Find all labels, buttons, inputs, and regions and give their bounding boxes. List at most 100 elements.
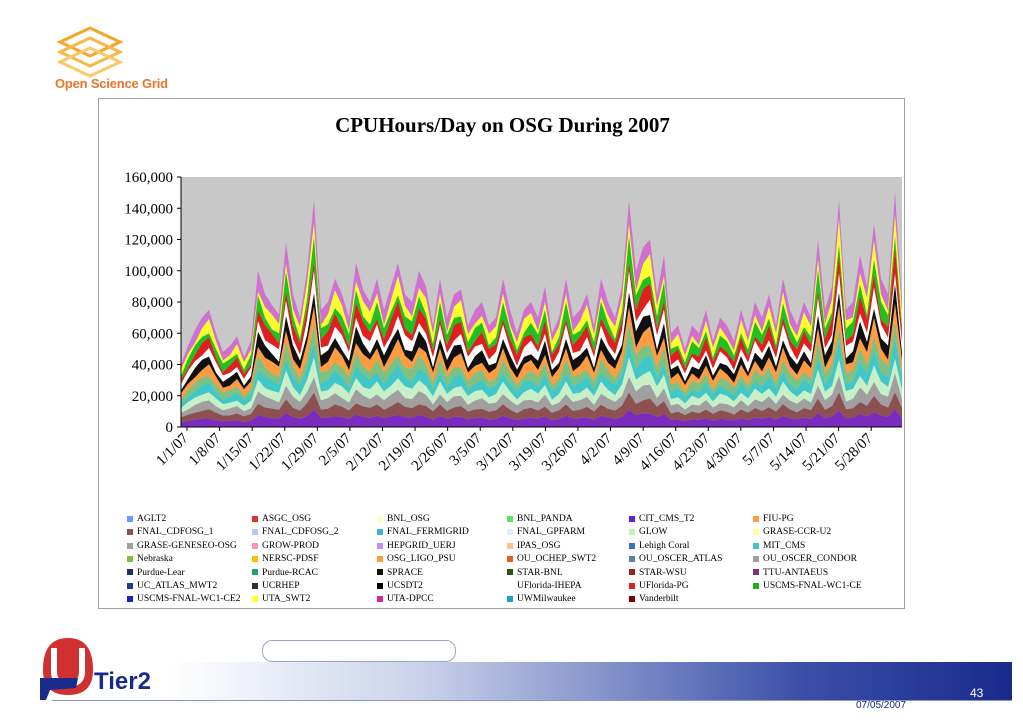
legend-swatch: [377, 515, 383, 522]
legend-label: GRASE-CCR-U2: [763, 527, 832, 538]
legend-label: STAR-WSU: [639, 567, 687, 578]
legend-label: UTA_SWT2: [262, 594, 311, 605]
series-area-3: [181, 357, 902, 413]
series-area-8: [181, 270, 902, 391]
series-area-2: [181, 372, 902, 418]
legend-swatch: [507, 583, 513, 589]
y-tick-label: 0: [166, 420, 174, 436]
legend-swatch: [629, 529, 635, 536]
legend-swatch: [377, 542, 383, 549]
tier-logo-text: Tier2: [94, 668, 151, 695]
legend-entry: GRASE-GENESEO-OSG: [127, 541, 237, 552]
legend-swatch: [252, 596, 258, 603]
legend-swatch: [127, 596, 133, 603]
legend-entry: OU_OCHEP_SWT2: [507, 554, 596, 565]
legend-label: UCSDT2: [387, 581, 423, 591]
legend-entry: UCRHEP: [252, 581, 299, 592]
legend-swatch: [629, 582, 635, 589]
legend-label: OU_OSCER_ATLAS: [639, 554, 723, 565]
legend-swatch: [252, 529, 258, 536]
legend-entry: FNAL_CDFOSG_1: [127, 527, 214, 538]
legend-entry: UFlorida-PG: [629, 581, 689, 592]
legend-entry: MIT_CMS: [753, 541, 805, 552]
legend-entry: Purdue-RCAC: [252, 568, 318, 579]
legend-label: HEPGRID_UERJ: [387, 540, 456, 551]
legend-label: GROW-PROD: [262, 540, 320, 551]
stacked-layers-icon: [56, 26, 124, 78]
legend-entry: FNAL_GPFARM: [507, 527, 585, 538]
legend-label: Purdue-Lear: [137, 567, 185, 578]
chart-title: CPUHours/Day on OSG During 2007: [335, 113, 670, 137]
legend-entry: NERSC-PDSF: [252, 554, 319, 565]
legend-label: UTA-DPCC: [387, 594, 434, 605]
legend-entry: OSG_LIGO_PSU: [377, 554, 456, 565]
legend-entry: AGLT2: [127, 514, 166, 525]
legend-label: USCMS-FNAL-WC1-CE: [763, 581, 862, 591]
legend-label: UWMilwaukee: [517, 594, 576, 605]
legend-swatch: [127, 542, 133, 549]
legend-label: IPAS_OSG: [517, 540, 561, 551]
legend-entry: UCSDT2: [377, 581, 423, 592]
legend-swatch: [753, 569, 759, 576]
legend-entry: STAR-WSU: [629, 568, 687, 579]
legend-label: Lehigh Coral: [639, 540, 690, 551]
legend-label: AGLT2: [137, 514, 167, 524]
legend-entry: UTA-DPCC: [377, 594, 434, 605]
legend-swatch: [507, 515, 513, 522]
legend-entry: GLOW: [629, 527, 668, 538]
legend-entry: Nebraska: [127, 554, 173, 565]
legend-entry: IPAS_OSG: [507, 541, 560, 552]
footer-date: 07/05/2007: [856, 700, 907, 711]
legend-label: OU_OCHEP_SWT2: [517, 554, 597, 565]
legend-entry: Vanderbilt: [629, 594, 679, 605]
footer-divider: [52, 700, 1012, 701]
legend-label: BNL_PANDA: [517, 514, 573, 524]
legend-label: Nebraska: [137, 554, 173, 565]
legend-swatch: [127, 582, 133, 589]
legend-swatch: [507, 542, 513, 549]
legend-entry: FIU-PG: [753, 514, 794, 525]
legend-label: SPRACE: [387, 567, 423, 578]
legend-entry: ASGC_OSG: [252, 514, 311, 525]
legend-entry: CIT_CMS_T2: [629, 514, 694, 525]
legend-label: UFlorida-IHEPA: [517, 581, 582, 591]
legend-entry: Lehigh Coral: [629, 541, 689, 552]
legend-entry: OU_OSCER_ATLAS: [629, 554, 722, 565]
legend-label: Vanderbilt: [639, 594, 679, 605]
legend-label: ASGC_OSG: [262, 514, 312, 524]
legend-swatch: [127, 529, 133, 536]
y-tick-label: 160,000: [124, 170, 173, 186]
legend-swatch: [252, 569, 258, 576]
legend-swatch: [127, 556, 133, 562]
legend-label: UC_ATLAS_MWT2: [137, 581, 218, 591]
legend-swatch: [507, 529, 513, 536]
uf-gator-icon: [40, 638, 93, 700]
legend-entry: HEPGRID_UERJ: [377, 541, 456, 552]
series-area-5: [181, 321, 902, 404]
legend-label: FNAL_FERMIGRID: [387, 527, 469, 538]
legend-swatch: [753, 556, 759, 562]
legend-label: CIT_CMS_T2: [639, 514, 695, 524]
legend-label: Purdue-RCAC: [262, 567, 318, 578]
y-tick-label: 20,000: [132, 389, 173, 405]
legend-entry: UFlorida-IHEPA: [507, 581, 582, 592]
y-tick-label: 40,000: [132, 358, 173, 374]
legend-entry: USCMS-FNAL-WC1-CE: [753, 581, 862, 592]
area-chart: 0 20,000 40,000 60,000 80,000 100,000 120,000 1…: [124, 170, 902, 474]
legend-swatch: [127, 515, 133, 522]
legend-entry: UWMilwaukee: [507, 594, 576, 605]
legend-label: GRASE-GENESEO-OSG: [137, 540, 237, 551]
y-tick-label: 120,000: [124, 233, 173, 249]
legend-label: FNAL_CDFOSG_2: [262, 527, 339, 538]
y-tick-label: 100,000: [124, 264, 173, 280]
legend-entry: BNL_PANDA: [507, 514, 573, 525]
y-tick-label: 80,000: [132, 295, 173, 311]
legend-label: UFlorida-PG: [639, 581, 689, 591]
legend-entry: GRASE-CCR-U2: [753, 527, 831, 538]
legend-swatch: [507, 556, 513, 562]
legend-label: STAR-BNL: [517, 567, 563, 578]
page-number: 43: [970, 686, 984, 700]
x-tick-label: 3/26/07: [539, 430, 583, 474]
legend-label: OSG_LIGO_PSU: [387, 554, 456, 565]
x-tick-label: 4/30/07: [702, 430, 746, 474]
